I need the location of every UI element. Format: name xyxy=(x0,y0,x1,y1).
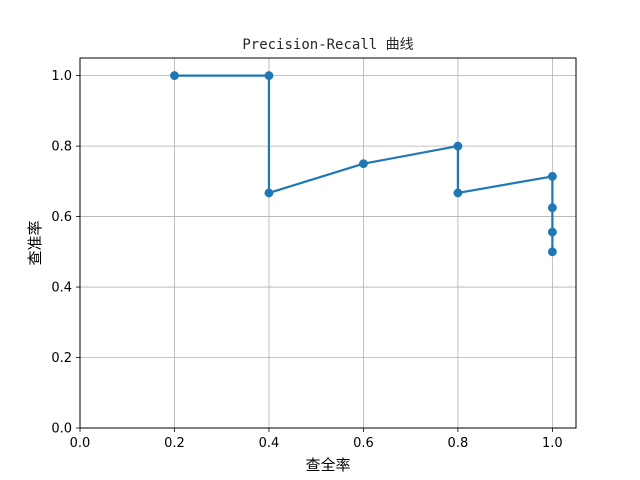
plot-area xyxy=(80,58,576,428)
x-axis-label: 查全率 xyxy=(305,456,350,474)
series-line-layer xyxy=(174,74,554,252)
data-point xyxy=(264,188,274,198)
y-tick-label: 0.8 xyxy=(51,140,72,155)
data-point xyxy=(547,247,557,257)
data-point xyxy=(547,203,557,213)
x-tick-label: 0.4 xyxy=(259,436,280,451)
chart-title: Precision-Recall 曲线 xyxy=(242,37,413,53)
data-point xyxy=(547,171,557,181)
series-line xyxy=(174,74,554,252)
data-point xyxy=(264,71,274,81)
y-tick-label: 0.0 xyxy=(51,422,72,437)
y-tick-label: 0.4 xyxy=(51,281,72,296)
data-point xyxy=(547,227,557,237)
data-point xyxy=(358,159,368,169)
x-tick-label: 0.2 xyxy=(164,436,185,451)
x-tick-label: 1.0 xyxy=(542,436,563,451)
x-tick-label: 0.6 xyxy=(353,436,374,451)
series-marker-layer xyxy=(170,71,557,257)
y-tick-label: 0.2 xyxy=(51,351,72,366)
axes-frame xyxy=(79,57,577,429)
y-tick-label: 1.0 xyxy=(51,69,72,84)
y-tick-label: 0.6 xyxy=(51,210,72,225)
y-axis-label: 查准率 xyxy=(26,220,44,265)
data-point xyxy=(170,71,179,81)
x-ticks: 0.0 0.2 0.4 0.6 0.8 1.0 xyxy=(70,428,563,451)
x-tick-label: 0.0 xyxy=(70,436,91,451)
data-point xyxy=(453,141,463,151)
x-tick-label: 0.8 xyxy=(448,436,469,451)
y-ticks: 0.0 0.2 0.4 0.6 0.8 1.0 xyxy=(51,69,80,437)
data-point xyxy=(453,188,463,198)
